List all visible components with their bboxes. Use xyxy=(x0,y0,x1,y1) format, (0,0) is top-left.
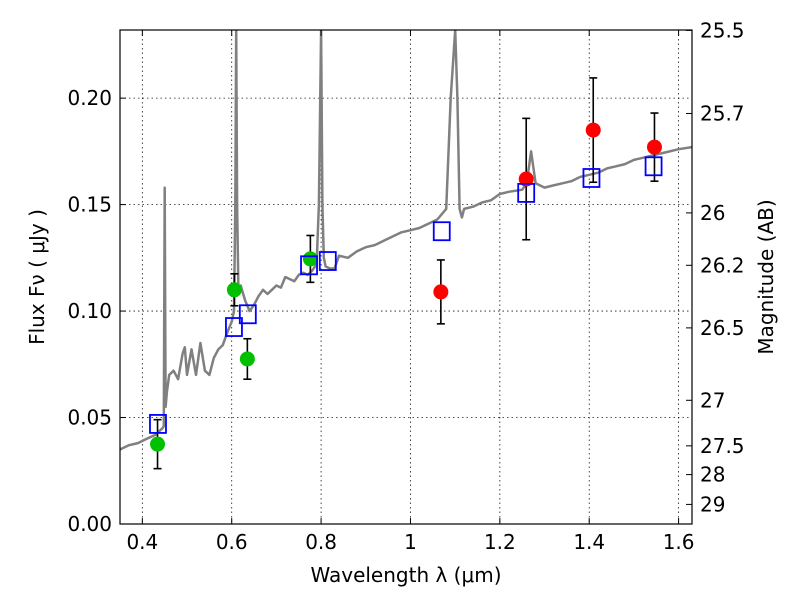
y-right-tick-label: 28 xyxy=(700,463,725,487)
axis-ticks: 0.4 0.6 0.8 1 1.2 1.4 1.6 0.00 0.05 0.10 0.15 0.20 2… xyxy=(67,18,744,554)
red-data-point xyxy=(646,139,662,155)
x-tick-label: 1.6 xyxy=(663,530,695,554)
grid xyxy=(120,30,692,524)
y-tick-label: 0.20 xyxy=(67,86,112,110)
model-flux-square xyxy=(149,414,167,434)
red-data-point xyxy=(585,122,601,138)
green-data-point xyxy=(226,282,242,298)
plot-frame xyxy=(119,29,693,525)
y-right-tick-label: 26 xyxy=(700,201,725,225)
y-right-tick-label: 25.5 xyxy=(700,18,745,42)
x-axis-label: Wavelength λ (μm) xyxy=(310,563,501,587)
y-tick-label: 0.05 xyxy=(67,406,112,430)
x-tick-label: 0.8 xyxy=(305,530,337,554)
y-right-tick-label: 27.5 xyxy=(700,434,745,458)
y-tick-label: 0.00 xyxy=(67,512,112,536)
model-flux-square xyxy=(238,304,257,325)
model-flux-square xyxy=(300,255,318,276)
y-right-tick-label: 26.5 xyxy=(700,316,745,340)
plot-data xyxy=(120,30,692,470)
red-data-point xyxy=(433,284,449,300)
red-data-point xyxy=(518,171,534,187)
y-axis-label: Flux Fν ( μJy ) xyxy=(25,209,49,345)
model-flux-square xyxy=(432,221,451,242)
y-right-tick-label: 29 xyxy=(700,492,725,516)
x-tick-label: 0.6 xyxy=(216,530,248,554)
x-tick-label: 1 xyxy=(404,530,417,554)
model-flux-square xyxy=(517,182,536,203)
x-tick-label: 1.2 xyxy=(484,530,516,554)
y-right-tick-label: 27 xyxy=(700,388,725,412)
green-data-point xyxy=(239,351,255,367)
y-axis-right-label: Magnitude (AB) xyxy=(754,199,778,354)
y-right-tick-label: 26.2 xyxy=(700,253,745,277)
model-flux-square xyxy=(644,156,663,177)
green-data-point xyxy=(302,251,318,267)
model-spectrum-line xyxy=(120,30,692,451)
x-tick-label: 1.4 xyxy=(573,530,605,554)
model-flux-square xyxy=(582,168,601,188)
model-flux-square xyxy=(318,251,337,271)
y-tick-label: 0.15 xyxy=(67,193,112,217)
model-flux-square xyxy=(225,317,243,337)
y-right-tick-label: 25.7 xyxy=(700,101,745,125)
green-data-point xyxy=(150,436,166,452)
y-tick-label: 0.10 xyxy=(67,299,112,323)
x-tick-label: 0.4 xyxy=(126,530,158,554)
